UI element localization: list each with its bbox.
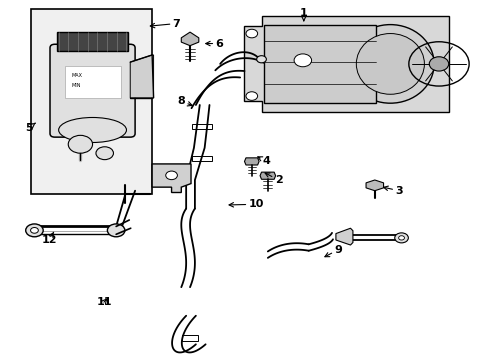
Polygon shape — [335, 228, 352, 245]
Ellipse shape — [346, 24, 433, 103]
Ellipse shape — [356, 33, 424, 94]
Polygon shape — [244, 16, 448, 112]
Circle shape — [398, 236, 404, 240]
Text: 9: 9 — [324, 245, 342, 257]
Circle shape — [68, 135, 92, 153]
Polygon shape — [366, 180, 383, 191]
Ellipse shape — [59, 117, 126, 143]
Circle shape — [107, 224, 124, 237]
Text: 8: 8 — [177, 96, 192, 107]
Polygon shape — [260, 172, 275, 179]
FancyBboxPatch shape — [50, 44, 135, 137]
Circle shape — [428, 57, 448, 71]
Bar — [264, 24, 375, 103]
Bar — [57, 32, 127, 51]
Text: 4: 4 — [257, 157, 270, 166]
Bar — [192, 156, 211, 161]
Bar — [192, 123, 211, 129]
Circle shape — [96, 147, 113, 159]
Bar — [30, 9, 152, 194]
Text: 5: 5 — [25, 123, 35, 133]
Circle shape — [293, 54, 311, 67]
Polygon shape — [244, 158, 259, 165]
Text: MIN: MIN — [72, 83, 81, 88]
Polygon shape — [181, 32, 199, 46]
Polygon shape — [152, 164, 191, 193]
Text: 7: 7 — [150, 18, 180, 28]
Text: 6: 6 — [205, 39, 223, 49]
Bar — [64, 66, 120, 98]
Text: 1: 1 — [299, 8, 307, 21]
Text: 12: 12 — [41, 232, 57, 245]
Circle shape — [245, 29, 257, 38]
Polygon shape — [130, 55, 153, 98]
Text: 2: 2 — [264, 173, 282, 185]
Circle shape — [165, 171, 177, 180]
Circle shape — [245, 92, 257, 100]
Circle shape — [394, 233, 407, 243]
Circle shape — [256, 56, 266, 63]
Bar — [182, 336, 198, 341]
Text: 11: 11 — [96, 297, 111, 307]
Text: 3: 3 — [383, 186, 402, 196]
Text: MAX: MAX — [72, 73, 83, 78]
Circle shape — [26, 224, 43, 237]
Text: 10: 10 — [228, 199, 263, 209]
Circle shape — [30, 228, 38, 233]
